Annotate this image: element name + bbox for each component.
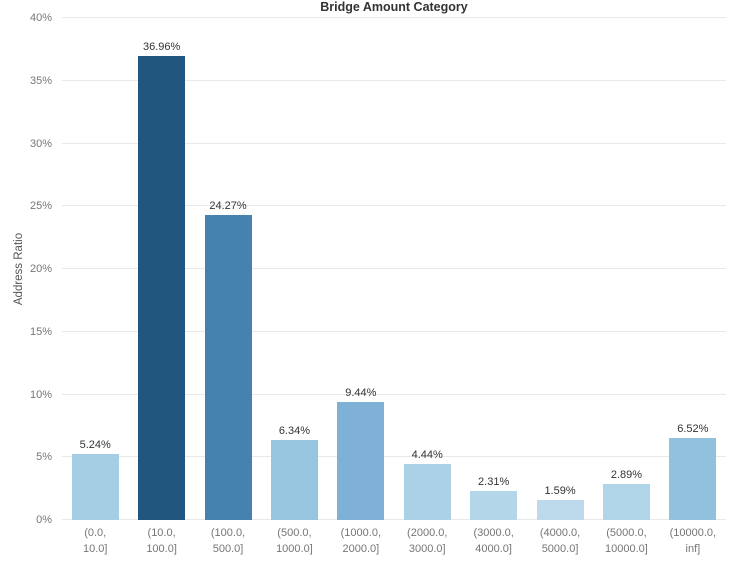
gridline bbox=[62, 205, 726, 207]
gridline bbox=[62, 17, 726, 18]
y-axis-tick-label: 25% bbox=[29, 200, 52, 213]
y-axis-tick-label: 35% bbox=[29, 74, 52, 87]
gridline bbox=[62, 456, 726, 458]
bar-slot: 2.31% bbox=[460, 18, 526, 520]
bar-value-label: 24.27% bbox=[209, 200, 247, 213]
x-axis-tick-labels: (0.0, 10.0] (10.0, 100.0] (100.0, 500.0] (500.… bbox=[62, 525, 726, 557]
bar-slot: 6.52% bbox=[660, 18, 726, 520]
x-axis-tick-label: (10000.0, inf] bbox=[669, 527, 717, 555]
gridline bbox=[62, 519, 726, 520]
bar[interactable] bbox=[602, 483, 650, 520]
bar[interactable] bbox=[71, 454, 119, 520]
x-axis-tick-label: (5000.0, 10000.0] bbox=[605, 527, 648, 555]
bar-slot: 36.96% bbox=[128, 18, 194, 520]
bar-value-label: 4.44% bbox=[411, 449, 443, 462]
bar-slot: 4.44% bbox=[394, 18, 460, 520]
bar-value-label: 1.59% bbox=[544, 485, 576, 498]
y-axis-tick-label: 30% bbox=[29, 137, 52, 150]
x-axis-tick-label: (100.0, 500.0] bbox=[210, 527, 246, 555]
bar-slot: 2.89% bbox=[593, 18, 659, 520]
gridline bbox=[62, 79, 726, 81]
bar-value-label: 9.44% bbox=[345, 386, 377, 399]
bar-slot: 5.24% bbox=[62, 18, 128, 520]
gridline bbox=[62, 268, 726, 269]
bar[interactable] bbox=[403, 464, 451, 520]
bar-value-label: 36.96% bbox=[142, 41, 181, 54]
gridline bbox=[62, 142, 726, 144]
y-axis-tick-label: 40% bbox=[29, 12, 52, 24]
bar-value-label: 5.24% bbox=[79, 439, 111, 452]
bar-value-label: 2.31% bbox=[478, 476, 510, 489]
bar[interactable] bbox=[669, 438, 717, 520]
y-axis-tick-label: 20% bbox=[29, 263, 52, 275]
x-axis-tick-label: (4000.0, 5000.0] bbox=[539, 527, 581, 555]
plot-area: 0% 5% 10% 15% 20% 25% 30% 35% 40% 5.24% 36.96% 24.… bbox=[30, 12, 726, 526]
bar-value-label: 6.52% bbox=[677, 423, 709, 436]
bar[interactable] bbox=[204, 215, 252, 520]
gridline bbox=[62, 393, 726, 395]
bar[interactable] bbox=[138, 56, 186, 520]
bar-value-label: 6.34% bbox=[278, 425, 311, 438]
bar-slot: 24.27% bbox=[195, 18, 261, 520]
bar[interactable] bbox=[337, 401, 385, 520]
x-axis-tick-label: (500.0, 1000.0] bbox=[276, 527, 313, 555]
y-axis-tick-label: 0% bbox=[36, 514, 52, 526]
bar[interactable] bbox=[536, 500, 584, 520]
bar-slot: 6.34% bbox=[261, 18, 327, 520]
bar[interactable] bbox=[270, 440, 318, 520]
gridline bbox=[62, 330, 726, 332]
bar[interactable] bbox=[470, 491, 518, 520]
bars-layer: 5.24% 36.96% 24.27% 6.34% 9.44% 4.44% 2.31% 1.5… bbox=[62, 18, 726, 520]
x-axis-tick-label: (2000.0, 3000.0] bbox=[407, 527, 448, 555]
x-axis-tick-label: (1000.0, 2000.0] bbox=[340, 527, 382, 555]
y-axis-tick-label: 15% bbox=[29, 325, 52, 338]
x-axis-tick-label: (3000.0, 4000.0] bbox=[473, 527, 514, 555]
x-axis-tick-label: (10.0, 100.0] bbox=[146, 527, 177, 555]
bar-slot: 9.44% bbox=[328, 18, 394, 520]
bar-slot: 1.59% bbox=[527, 18, 593, 520]
chart-title: Bridge Amount Category bbox=[320, 0, 468, 14]
x-axis-tick-label: (0.0, 10.0] bbox=[82, 527, 108, 555]
bar-value-label: 2.89% bbox=[610, 468, 643, 481]
y-axis-tick-label: 10% bbox=[29, 388, 52, 401]
y-axis-tick-label: 5% bbox=[36, 451, 52, 464]
